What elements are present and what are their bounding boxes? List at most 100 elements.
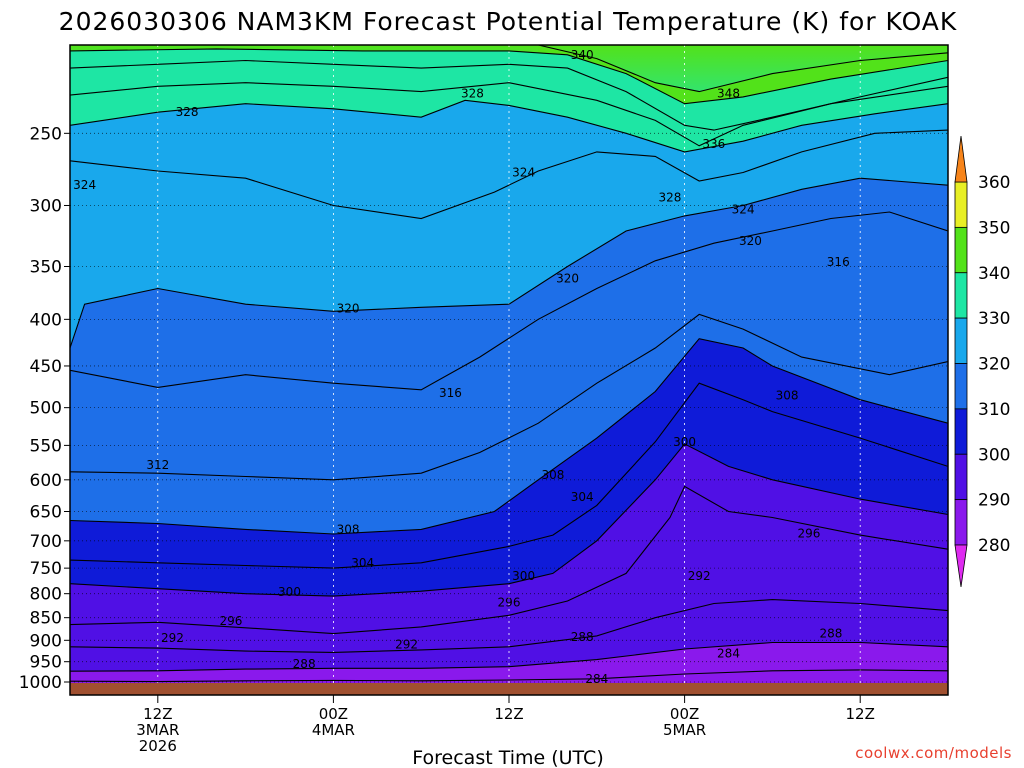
y-tick-label: 500: [30, 399, 62, 419]
plot-area: 340 328 348 328 336 324 324 328 324 320 316 320 320 3…: [70, 45, 948, 695]
contour-label: 296: [798, 526, 821, 540]
isentrope-312: [70, 313, 948, 481]
isentrope-324: [70, 129, 948, 220]
x-tick-label: 00Z: [670, 705, 699, 723]
colorbar-top-arrow: [954, 135, 968, 183]
contour-label: 308: [337, 522, 360, 536]
colorbar-segment: [954, 226, 968, 274]
colorbar-label: 350: [978, 218, 1010, 238]
contour-label: 328: [659, 190, 682, 204]
contour-label: 316: [439, 386, 462, 400]
contour-label: 324: [512, 165, 535, 179]
contour-label: 300: [278, 585, 301, 599]
credit-link[interactable]: coolwx.com/models: [855, 744, 1012, 762]
y-tick-label: 1000: [19, 673, 62, 693]
contour-label: 320: [556, 272, 579, 286]
colorbar-segment: [954, 272, 968, 319]
y-tick-label: 650: [30, 503, 62, 523]
y-tick-label: 850: [30, 609, 62, 629]
colorbar-label: 310: [978, 400, 1010, 420]
y-tick-label: 350: [30, 257, 62, 277]
isentrope-340: [70, 48, 948, 105]
contour-label: 292: [161, 631, 184, 645]
colorbar-label: 340: [978, 264, 1010, 284]
y-tick-label: 400: [30, 310, 62, 330]
x-tick-label: 2026: [139, 737, 177, 755]
contour-label: 304: [351, 556, 374, 570]
contour-labels: 340 328 348 328 336 324 324 328 324 320 316 320 320 3…: [73, 48, 850, 686]
isentrope-lines: [70, 45, 948, 683]
x-tick-label: 00Z: [319, 705, 348, 723]
y-tick-label: 550: [30, 436, 62, 456]
isentrope-284: [70, 669, 948, 683]
isentrope-288: [70, 641, 948, 672]
isentrope-320: [70, 177, 948, 349]
isentrope-328: [70, 99, 948, 153]
colorbar-label: 320: [978, 355, 1010, 375]
contour-label: 296: [498, 595, 521, 609]
contour-label: 324: [732, 202, 755, 216]
colorbar-segment: [954, 181, 968, 228]
y-axis-ticks: 2503003504004505005506006507007508008509…: [19, 124, 70, 693]
contour-label: 292: [688, 569, 711, 583]
colorbar-label: 280: [978, 536, 1010, 556]
colorbar-segment: [954, 499, 968, 546]
contour-label: 300: [512, 569, 535, 583]
contour-label: 328: [461, 86, 484, 100]
colorbar-segment: [954, 453, 968, 501]
terrain-strip: [70, 683, 948, 695]
colorbar-label: 300: [978, 445, 1010, 465]
chart-title: 2026030306 NAM3KM Forecast Potential Tem…: [59, 7, 958, 36]
isentrope-308: [70, 338, 948, 535]
contour-label: 312: [146, 458, 169, 472]
colorbar-label: 360: [978, 173, 1010, 193]
theta-fill-bands: [70, 45, 948, 695]
contour-label: 304: [571, 490, 594, 504]
isentrope-292: [70, 599, 948, 653]
y-tick-label: 800: [30, 585, 62, 605]
isentrope-304: [70, 382, 948, 569]
isentrope-348: [538, 45, 948, 93]
contour-label: 348: [717, 86, 740, 100]
contour-label: 284: [585, 672, 608, 686]
contour-label: 320: [337, 301, 360, 315]
isentrope-332: [70, 82, 948, 147]
contour-label: 300: [673, 435, 696, 449]
contour-label: 340: [571, 48, 594, 62]
y-tick-label: 750: [30, 559, 62, 579]
contour-label: 308: [541, 468, 564, 482]
colorbar-bottom-arrow: [954, 544, 968, 588]
contour-label: 320: [739, 234, 762, 248]
isentrope-300: [70, 443, 948, 597]
contour-label: 288: [293, 657, 316, 671]
isentrope-336: [70, 59, 948, 131]
y-tick-label: 600: [30, 471, 62, 491]
contour-label: 328: [176, 105, 199, 119]
colorbar-segment: [954, 408, 968, 455]
contour-label: 316: [827, 255, 850, 269]
y-tick-label: 300: [30, 196, 62, 216]
colorbar: 280 290 300 310 320 330 340 350 360: [954, 135, 1010, 588]
isentrope-316: [70, 211, 948, 391]
colorbar-label: 330: [978, 309, 1010, 329]
grid-lines: [70, 45, 948, 695]
x-tick-label: 3MAR: [136, 721, 179, 739]
contour-label: 292: [395, 638, 418, 652]
x-tick-label: 12Z: [143, 705, 172, 723]
colorbar-segment: [954, 317, 968, 364]
contour-label: 288: [819, 627, 842, 641]
x-tick-label: 12Z: [494, 705, 523, 723]
x-tick-label: 5MAR: [663, 721, 706, 739]
y-tick-label: 900: [30, 631, 62, 651]
isentrope-296: [70, 485, 948, 635]
y-tick-label: 950: [30, 653, 62, 673]
contour-label: 324: [73, 178, 96, 192]
y-tick-label: 250: [30, 124, 62, 144]
colorbar-label: 290: [978, 491, 1010, 511]
contour-label: 284: [717, 647, 740, 661]
colorbar-segment: [954, 363, 968, 410]
x-tick-label: 12Z: [846, 705, 875, 723]
x-axis-label: Forecast Time (UTC): [412, 747, 603, 768]
